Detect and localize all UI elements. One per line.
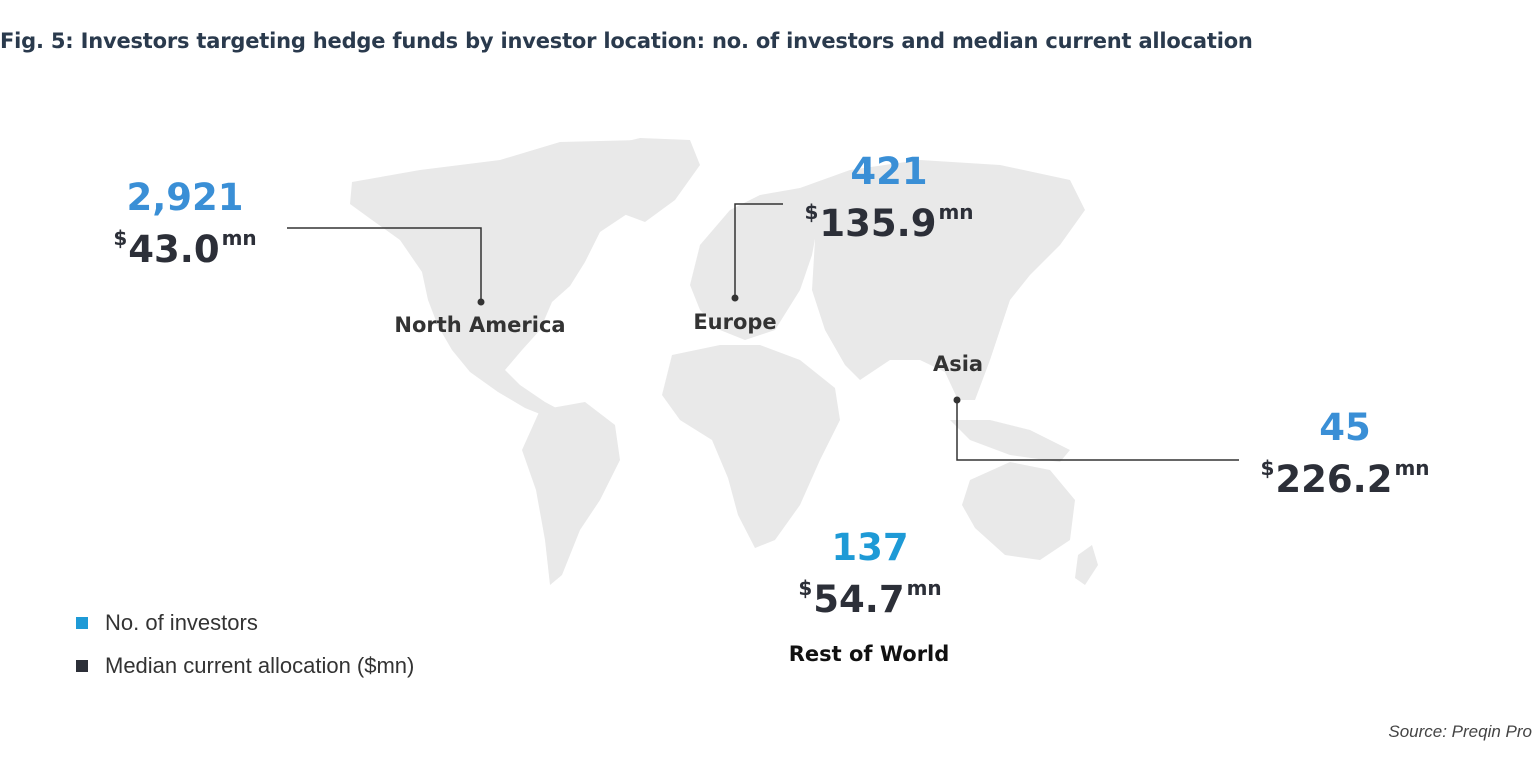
currency-prefix: $ xyxy=(798,576,812,600)
legend-swatch xyxy=(76,617,88,629)
land-africa xyxy=(662,345,840,548)
land-indonesia xyxy=(950,420,1070,462)
median-allocation: $226.2 mn xyxy=(1260,458,1429,502)
stat-north-america: 2,921 $43.0 mn xyxy=(113,176,256,272)
investor-count: 2,921 xyxy=(113,176,256,220)
land-new-zealand xyxy=(1075,545,1098,585)
unit-suffix: mn xyxy=(938,200,973,224)
stat-europe: 421 $135.9 mn xyxy=(804,150,973,246)
median-allocation: $54.7 mn xyxy=(798,578,941,622)
currency-prefix: $ xyxy=(1260,456,1274,480)
investor-count: 421 xyxy=(804,150,973,194)
unit-suffix: mn xyxy=(907,576,942,600)
stat-rest-of-world: 137 $54.7 mn xyxy=(798,526,941,622)
legend-item-allocation: Median current allocation ($mn) xyxy=(76,653,414,679)
investor-count: 137 xyxy=(798,526,941,570)
allocation-value: 43.0 xyxy=(128,228,219,271)
unit-suffix: mn xyxy=(1394,456,1429,480)
allocation-value: 54.7 xyxy=(813,578,904,621)
source-note: Source: Preqin Pro xyxy=(1388,722,1532,742)
leader-dot-europe xyxy=(732,295,739,302)
leader-dot-asia xyxy=(954,397,961,404)
legend-label: No. of investors xyxy=(105,610,258,636)
currency-prefix: $ xyxy=(804,200,818,224)
leader-dot-north-america xyxy=(478,299,485,306)
median-allocation: $43.0 mn xyxy=(113,228,256,272)
legend-swatch xyxy=(76,660,88,672)
legend: No. of investors Median current allocati… xyxy=(76,610,414,696)
allocation-value: 226.2 xyxy=(1275,458,1392,501)
region-label-asia: Asia xyxy=(933,352,983,376)
region-label-rest-of-world: Rest of World xyxy=(789,642,950,666)
investor-count: 45 xyxy=(1260,406,1429,450)
region-label-europe: Europe xyxy=(693,310,776,334)
median-allocation: $135.9 mn xyxy=(804,202,973,246)
land-australia xyxy=(962,462,1075,560)
region-label-north-america: North America xyxy=(394,313,565,337)
legend-item-investors: No. of investors xyxy=(76,610,414,636)
currency-prefix: $ xyxy=(113,226,127,250)
land-south-america xyxy=(522,402,620,585)
allocation-value: 135.9 xyxy=(819,202,936,245)
legend-label: Median current allocation ($mn) xyxy=(105,653,414,679)
stat-asia: 45 $226.2 mn xyxy=(1260,406,1429,502)
unit-suffix: mn xyxy=(222,226,257,250)
